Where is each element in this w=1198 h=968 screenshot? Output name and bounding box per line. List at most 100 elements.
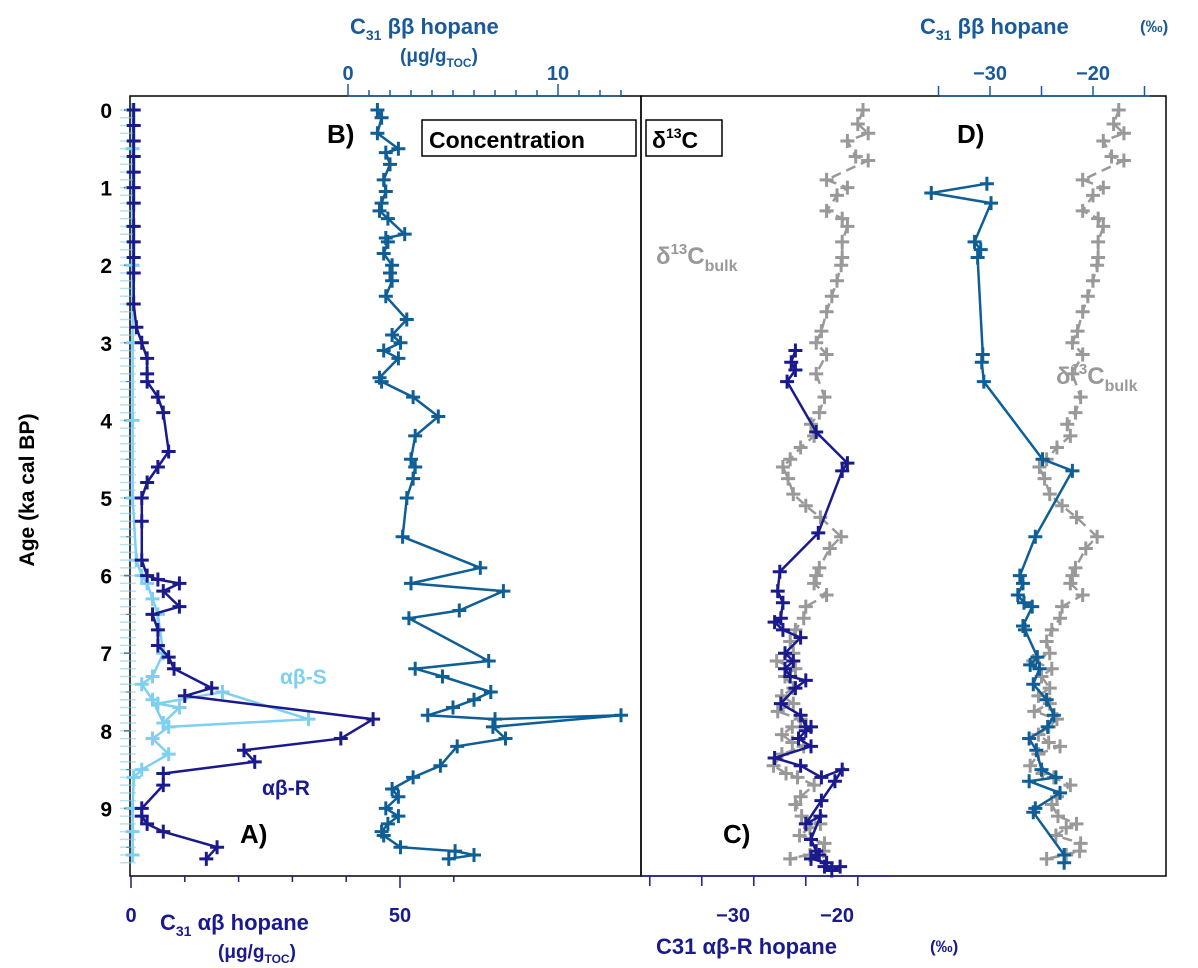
bulk-c-point (786, 696, 801, 711)
ab-r-point (172, 599, 187, 614)
bb-conc-point (378, 801, 393, 816)
ab-r-d13c-point (786, 653, 801, 668)
bulk-c-point (770, 704, 785, 719)
bb-d13c-point (974, 355, 989, 370)
bb-d13c-point (1032, 661, 1047, 676)
axis-d-tick-label: −30 (973, 63, 1007, 85)
bulk-d-point (1069, 816, 1084, 831)
ab-r-point (210, 840, 225, 855)
ab-r-d13c-point (804, 739, 818, 754)
ab-r-point (126, 196, 141, 211)
bb-conc-point (376, 828, 391, 843)
bb-conc-point (397, 227, 412, 242)
ab-r-d13c-point (835, 463, 850, 478)
bb-conc-point (467, 847, 481, 862)
bulk-c-point (817, 390, 832, 405)
ab-r-d13c-point (767, 615, 782, 630)
bb-d13c-point (973, 242, 988, 257)
bulk-c-point (793, 440, 808, 455)
axis-a-tick-label: 0 (125, 905, 136, 927)
axis-b-title: C31 ββ hopane (350, 14, 499, 43)
ab-r-d13c-point (793, 708, 808, 723)
concentration-label: Concentration (429, 127, 585, 153)
bulk-d-point (1106, 116, 1121, 131)
y-axis-label: Age (ka cal BP) (16, 414, 39, 567)
ab-s-point (215, 685, 230, 699)
y-tick-label: 9 (100, 798, 112, 821)
bulk-d-point (1075, 347, 1090, 362)
panel-label-d: D) (957, 119, 984, 149)
bb-d13c-point (1010, 588, 1025, 602)
bb-conc-line (375, 109, 622, 861)
ab-s-point (161, 747, 176, 762)
bulk-d-point (1044, 622, 1059, 637)
label-bulk-c: δ13Cbulk (656, 241, 738, 275)
bulk-d-point (1042, 487, 1057, 502)
y-tick-label: 3 (100, 333, 112, 356)
bulk-d-point (1073, 390, 1088, 405)
bulk-c-point (781, 471, 796, 486)
ab-r-d13c-line (770, 350, 850, 872)
axis-d-tick-label: −20 (1076, 63, 1110, 85)
axis-ticks (120, 84, 1150, 888)
bulk-c-point (786, 487, 801, 502)
bulk-c-point (807, 576, 822, 591)
ab-s-point (145, 731, 160, 746)
bb-d13c-point (984, 196, 999, 211)
bb-conc-point (485, 719, 500, 734)
ab-r-point (366, 712, 381, 727)
ab-r-d13c-point (812, 847, 827, 862)
ab-r-point (156, 824, 171, 839)
y-tick-label: 1 (100, 178, 112, 201)
bulk-c-point (819, 347, 834, 362)
bb-d13c-point (1023, 657, 1038, 672)
bulk-c-point (848, 149, 863, 164)
bulk-c-point (783, 634, 798, 649)
ab-r-point (140, 351, 155, 366)
bulk-c-point (809, 335, 824, 350)
ab-r-point (150, 459, 165, 474)
bb-conc-point (378, 289, 393, 304)
d13c-box (645, 119, 723, 157)
ab-r-d13c-point (793, 630, 808, 645)
bulk-c-point (856, 103, 870, 117)
bulk-d-point (1042, 681, 1057, 696)
bb-d13c-point (1057, 855, 1072, 870)
bulk-c-point (819, 304, 834, 319)
bulk-c-point (790, 770, 805, 785)
bulk-d-point (1091, 234, 1106, 249)
bulk-c-point (861, 153, 876, 168)
bulk-c-point (819, 588, 834, 602)
bulk-c-point (788, 797, 803, 812)
ab-r-point (199, 851, 214, 866)
bb-conc-point (385, 782, 400, 796)
bulk-c-point (783, 452, 798, 467)
bulk-c-point (792, 828, 807, 843)
bb-conc-point (406, 471, 421, 486)
ab-r-point (134, 491, 149, 505)
ab-r-point (126, 103, 141, 117)
concentration-box (421, 119, 637, 157)
bulk-c-point (783, 851, 798, 866)
ab-s-point (125, 824, 140, 839)
bb-d13c-point (976, 374, 991, 389)
ab-r-point (126, 297, 141, 311)
axis-c-tick-label: −20 (820, 905, 854, 927)
ab-r-d13c-point (775, 622, 790, 637)
ab-r-point (140, 568, 155, 583)
bulk-c-point (819, 203, 834, 218)
bulk-d-point (1090, 529, 1105, 544)
bulk-d-point (1060, 417, 1075, 432)
axis-c-title: C31 αβ-R hopane (656, 934, 837, 959)
bulk-d-point (1037, 471, 1052, 486)
bb-conc-point (374, 374, 389, 389)
bulk-c-point (769, 653, 784, 668)
ab-r-point (140, 816, 155, 831)
bb-conc-point (393, 840, 408, 855)
label-bulk-d: δ13Cbulk (1056, 361, 1138, 395)
ab-r-point (134, 514, 149, 529)
bb-d13c-point (1039, 692, 1054, 707)
bulk-d-point (1050, 809, 1065, 824)
bb-conc-point (441, 851, 456, 866)
ab-r-point (204, 681, 219, 696)
